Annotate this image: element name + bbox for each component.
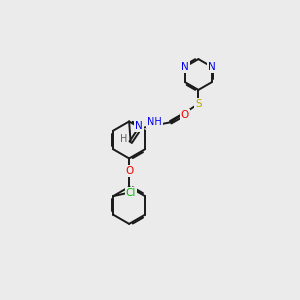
- Text: N: N: [181, 62, 189, 72]
- Text: Cl: Cl: [126, 188, 136, 198]
- Text: N: N: [208, 62, 216, 72]
- Text: H: H: [120, 134, 127, 144]
- Text: O: O: [125, 166, 133, 176]
- Text: N: N: [135, 121, 143, 131]
- Text: NH: NH: [147, 117, 162, 127]
- Text: S: S: [195, 99, 202, 109]
- Text: O: O: [180, 110, 189, 119]
